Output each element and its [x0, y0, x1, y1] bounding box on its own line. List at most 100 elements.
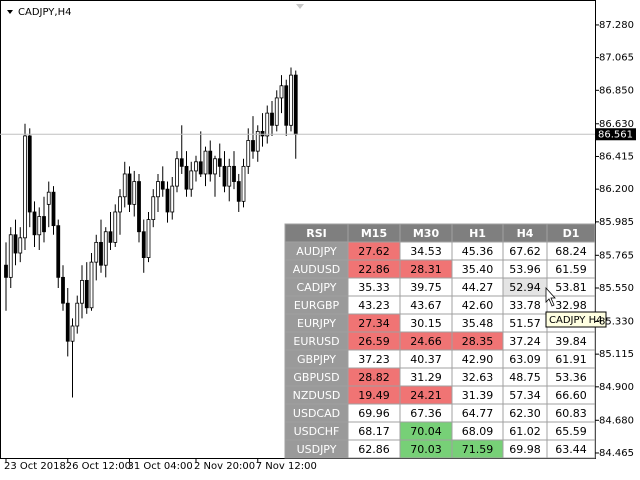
candle-body	[99, 241, 103, 266]
y-tick-label: 84.465	[599, 448, 634, 459]
candle-body	[13, 234, 18, 254]
candle-body	[137, 181, 141, 233]
candle-body	[232, 165, 236, 182]
candle-body	[260, 130, 265, 137]
candle-body	[32, 211, 37, 236]
row-label: GBPUSD	[293, 371, 339, 384]
row-label: AUDJPY	[296, 245, 337, 258]
rsi-value: 32.98	[555, 299, 587, 312]
row-label: USDJPY	[297, 443, 337, 456]
header-label: RSI	[306, 227, 327, 240]
candle-body	[236, 181, 241, 202]
candle-body	[165, 188, 170, 213]
rsi-value: 64.77	[462, 407, 494, 420]
candle-body	[160, 181, 165, 190]
candle-body	[146, 219, 151, 258]
y-tick-label: 85.985	[599, 217, 634, 228]
mouse-cursor	[545, 286, 556, 307]
candle-body	[274, 97, 279, 126]
rsi-value: 32.63	[462, 371, 494, 384]
rsi-value: 33.78	[509, 299, 541, 312]
candle-body	[198, 161, 203, 175]
row-label: USDCHF	[294, 425, 340, 438]
rsi-value: 52.94	[509, 281, 541, 294]
y-tick-label: 87.065	[599, 53, 634, 64]
rsi-value: 68.24	[555, 245, 587, 258]
rsi-value: 43.67	[410, 299, 442, 312]
rsi-value: 67.62	[509, 245, 541, 258]
candle-body	[18, 237, 23, 254]
candle-body	[61, 276, 65, 304]
rsi-value: 19.49	[358, 389, 390, 402]
candle-body	[194, 161, 198, 172]
candle-body	[118, 196, 122, 213]
header-label: H1	[469, 227, 486, 240]
rsi-value: 68.09	[462, 425, 494, 438]
rsi-value: 22.86	[358, 263, 390, 276]
candle-body	[23, 135, 27, 239]
rsi-value: 27.34	[358, 317, 390, 330]
x-tick-label: 31 Oct 04:00	[128, 461, 193, 472]
rsi-value: 24.66	[410, 335, 442, 348]
header-label: M30	[413, 227, 440, 240]
candle-body	[108, 231, 113, 243]
candle-body	[132, 181, 137, 205]
candle-body	[293, 74, 298, 135]
row-label: EURJPY	[297, 317, 336, 330]
y-tick-label: 84.680	[599, 415, 634, 426]
symbol-label: CADJPY,H4	[18, 7, 71, 18]
candle-body	[103, 231, 108, 266]
rsi-value: 51.57	[509, 317, 541, 330]
x-tick-label: 23 Oct 2018	[4, 461, 66, 472]
header-label: D1	[563, 227, 580, 240]
row-label: EURUSD	[293, 335, 339, 348]
candle-body	[141, 231, 146, 258]
rsi-value: 57.34	[509, 389, 541, 402]
rsi-value: 69.98	[509, 443, 541, 456]
candle-body	[113, 211, 118, 243]
rsi-value: 35.48	[462, 317, 494, 330]
symbol-menu-arrow[interactable]	[7, 10, 13, 14]
shift-marker[interactable]	[296, 4, 304, 9]
candle-body	[65, 302, 70, 342]
rsi-value: 61.59	[555, 263, 587, 276]
candle-body	[37, 216, 42, 236]
candle-body	[184, 165, 189, 190]
candle-body	[246, 140, 251, 167]
x-tick-label: 26 Oct 12:00	[66, 461, 131, 472]
candle-body	[156, 181, 160, 198]
rsi-value: 53.96	[509, 263, 541, 276]
rsi-value: 28.82	[358, 371, 390, 384]
x-tick-label: 2 Nov 20:00	[194, 461, 255, 472]
candle-body	[84, 279, 89, 309]
row-label: CADJPY	[296, 281, 336, 294]
candle-body	[89, 261, 94, 309]
rsi-value: 62.30	[509, 407, 541, 420]
tooltip-box	[545, 311, 607, 328]
row-label: NZDUSD	[293, 389, 341, 402]
rsi-value: 65.59	[555, 425, 587, 438]
rsi-value: 61.91	[555, 353, 587, 366]
candle-body	[8, 234, 13, 278]
candle-body	[46, 191, 51, 205]
candle-body	[222, 165, 227, 187]
header-label: M15	[361, 227, 387, 240]
y-tick-label: 86.200	[599, 184, 634, 195]
rsi-value: 31.39	[462, 389, 494, 402]
rsi-value: 60.83	[555, 407, 587, 420]
rsi-value: 53.36	[555, 371, 587, 384]
candle-body	[151, 196, 156, 220]
y-tick-label: 86.630	[599, 119, 634, 130]
candle-body	[203, 150, 208, 175]
current-price-label: 86.561	[598, 129, 633, 140]
rsi-value: 66.60	[555, 389, 587, 402]
rsi-value: 42.90	[462, 353, 494, 366]
rsi-cell[interactable]	[546, 439, 596, 459]
rsi-value: 71.59	[462, 443, 494, 456]
rsi-value: 63.44	[555, 443, 587, 456]
candle-body	[122, 173, 127, 198]
rsi-value: 61.02	[509, 425, 541, 438]
candle-body	[170, 185, 175, 213]
